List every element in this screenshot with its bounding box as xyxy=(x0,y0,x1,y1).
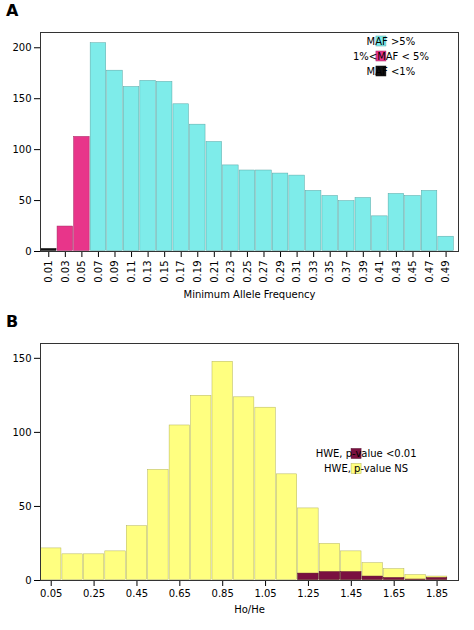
svg-text:0.31: 0.31 xyxy=(291,261,302,283)
html-text:A: A xyxy=(6,1,19,20)
svg-text:0.03: 0.03 xyxy=(60,261,71,283)
svg-text:0.11: 0.11 xyxy=(126,261,137,283)
svg-text:1.65: 1.65 xyxy=(383,588,405,599)
svg-text:0.39: 0.39 xyxy=(358,261,369,283)
svg-text:0.13: 0.13 xyxy=(142,261,153,283)
svg-text:0.15: 0.15 xyxy=(159,261,170,283)
svg-text:150: 150 xyxy=(12,353,31,364)
svg-text:0.29: 0.29 xyxy=(275,261,286,283)
svg-text:0.45: 0.45 xyxy=(126,588,148,599)
svg-text:Minimum Allele Frequency: Minimum Allele Frequency xyxy=(184,289,316,300)
svg-text:0.07: 0.07 xyxy=(93,261,104,283)
svg-text:0: 0 xyxy=(25,246,31,257)
svg-text:HWE, p-value NS: HWE, p-value NS xyxy=(324,463,408,474)
svg-text:50: 50 xyxy=(19,501,32,512)
svg-text:0.19: 0.19 xyxy=(192,261,203,283)
svg-text:0.43: 0.43 xyxy=(391,261,402,283)
svg-text:0: 0 xyxy=(25,575,31,586)
svg-text:0.35: 0.35 xyxy=(324,261,335,283)
svg-text:0.27: 0.27 xyxy=(258,261,269,283)
svg-text:0.09: 0.09 xyxy=(109,261,120,283)
svg-text:1.85: 1.85 xyxy=(426,588,448,599)
svg-text:0.47: 0.47 xyxy=(424,261,435,283)
svg-text:1.45: 1.45 xyxy=(340,588,362,599)
svg-text:0.01: 0.01 xyxy=(43,261,54,283)
svg-text:HWE, p-value <0.01: HWE, p-value <0.01 xyxy=(316,448,417,459)
svg-text:MAF <1%: MAF <1% xyxy=(367,66,416,77)
svg-text:200: 200 xyxy=(12,42,31,53)
svg-text:MAF >5%: MAF >5% xyxy=(367,36,416,47)
svg-text:0.33: 0.33 xyxy=(308,261,319,283)
svg-text:0.05: 0.05 xyxy=(40,588,62,599)
svg-text:0.25: 0.25 xyxy=(83,588,105,599)
svg-text:100: 100 xyxy=(12,427,31,438)
svg-text:0.85: 0.85 xyxy=(212,588,234,599)
svg-text:0.65: 0.65 xyxy=(169,588,191,599)
svg-text:0.49: 0.49 xyxy=(440,261,451,283)
svg-text:0.45: 0.45 xyxy=(407,261,418,283)
svg-text:50: 50 xyxy=(19,195,32,206)
svg-text:1.05: 1.05 xyxy=(254,588,276,599)
svg-text:0.41: 0.41 xyxy=(374,261,385,283)
svg-text:0.05: 0.05 xyxy=(76,261,87,283)
svg-text:Ho/He: Ho/He xyxy=(234,604,265,615)
svg-text:0.17: 0.17 xyxy=(175,261,186,283)
svg-text:1%<MAF < 5%: 1%<MAF < 5% xyxy=(353,51,429,62)
svg-text:0.37: 0.37 xyxy=(341,261,352,283)
svg-text:0.25: 0.25 xyxy=(242,261,253,283)
svg-text:150: 150 xyxy=(12,93,31,104)
svg-text:100: 100 xyxy=(12,144,31,155)
svg-text:0.21: 0.21 xyxy=(209,261,220,283)
html-text:B: B xyxy=(6,312,19,331)
svg-text:0.23: 0.23 xyxy=(225,261,236,283)
svg-text:1.25: 1.25 xyxy=(297,588,319,599)
